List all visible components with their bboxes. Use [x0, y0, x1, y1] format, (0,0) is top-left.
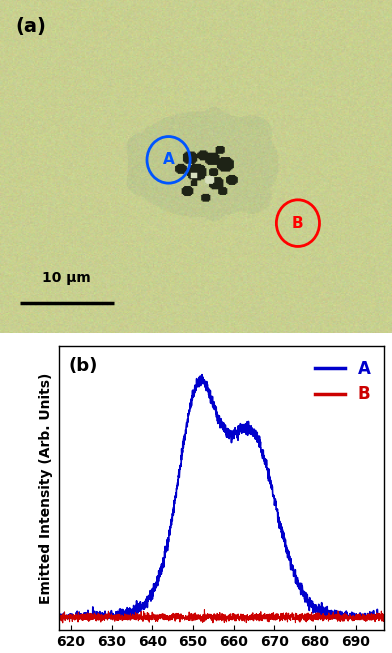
A [215, 413, 220, 421]
A [373, 614, 377, 622]
Text: A: A [163, 152, 174, 167]
B [373, 618, 377, 626]
Legend: A, B: A, B [309, 354, 377, 409]
A [56, 613, 61, 621]
B [60, 619, 65, 627]
Line: A: A [59, 375, 384, 618]
Text: B: B [292, 215, 304, 231]
B [206, 612, 211, 620]
B [202, 606, 207, 614]
A [313, 609, 318, 616]
A [206, 391, 211, 399]
B [73, 611, 78, 619]
B [56, 614, 61, 622]
B [382, 613, 387, 620]
Text: (a): (a) [16, 16, 47, 36]
Text: (b): (b) [69, 357, 98, 375]
Y-axis label: Emitted Intensity (Arb. Units): Emitted Intensity (Arb. Units) [39, 372, 53, 604]
A [372, 614, 377, 622]
A [200, 371, 204, 379]
A [382, 614, 387, 622]
B [215, 611, 220, 619]
B [372, 614, 377, 622]
A [56, 614, 61, 622]
Text: 10 μm: 10 μm [42, 271, 91, 285]
A [73, 614, 78, 622]
B [313, 614, 318, 622]
Line: B: B [59, 610, 384, 623]
